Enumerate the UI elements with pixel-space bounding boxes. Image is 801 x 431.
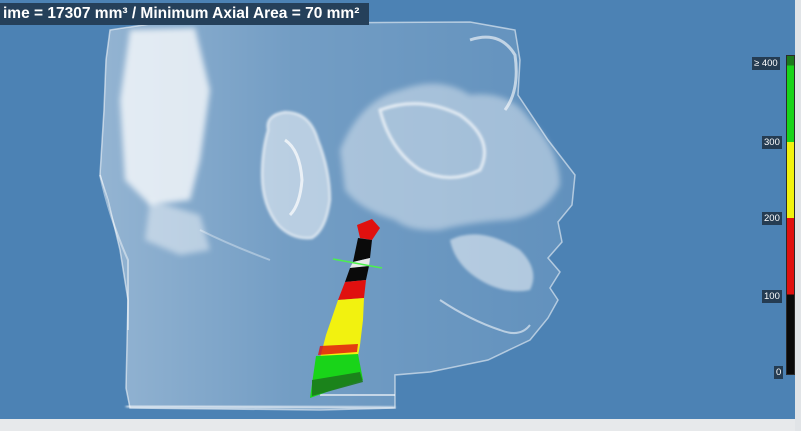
sinus-contour	[378, 102, 486, 179]
ear	[260, 110, 332, 240]
neck-outline	[99, 174, 129, 330]
airway-top-red	[357, 219, 380, 240]
airway-segmentation	[310, 219, 380, 398]
airway-red-mid	[338, 280, 366, 300]
airway-black-upper	[353, 238, 372, 262]
legend-tick-0: 0	[774, 366, 784, 379]
airway-black-lower	[345, 266, 369, 282]
floor-line	[125, 404, 396, 410]
legend-tick-100: 100	[762, 290, 782, 303]
mandible	[450, 234, 534, 292]
right-border	[795, 0, 801, 431]
minimum-area-plane	[332, 258, 383, 269]
orbit-contour	[469, 35, 518, 111]
jaw-outline	[199, 229, 271, 261]
legend-tick-200: 200	[762, 212, 782, 225]
occipital-bone	[120, 28, 210, 205]
status-strip	[0, 419, 801, 431]
cervical-spine	[145, 200, 210, 255]
legend-tick-300: 300	[762, 136, 782, 149]
ear-inner	[284, 138, 304, 217]
airway-yellow	[320, 298, 364, 358]
color-scale-bar	[786, 55, 795, 375]
maxillofacial-bones	[340, 83, 560, 231]
chin	[439, 299, 531, 335]
airway-green-dark	[312, 372, 363, 396]
measurement-readout: ime = 17307 mm³ / Minimum Axial Area = 7…	[0, 3, 370, 25]
legend-tick-400: ≥ 400	[752, 57, 780, 70]
airway-red-thin	[318, 344, 358, 355]
